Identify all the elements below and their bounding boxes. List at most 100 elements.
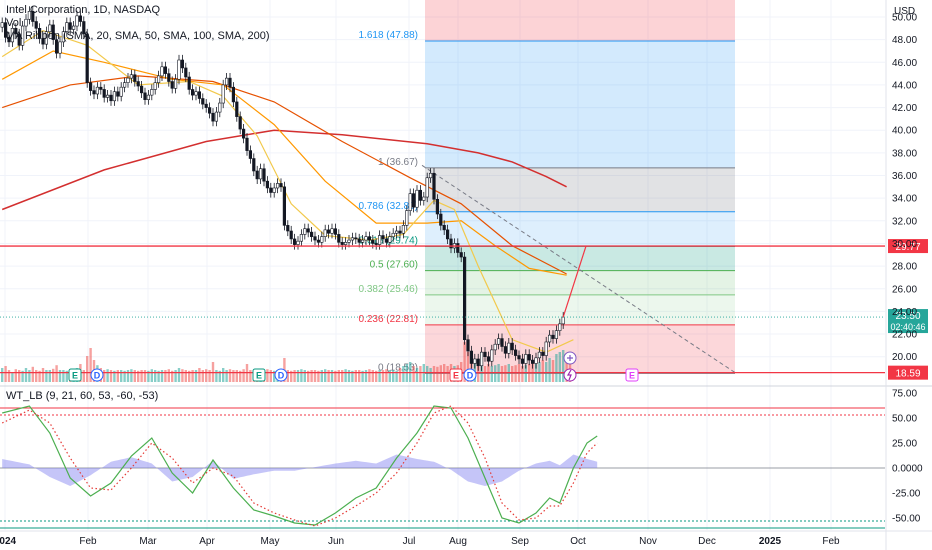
fib-zone [425, 40, 735, 168]
fib-zone [425, 211, 735, 247]
candle-body [187, 76, 191, 90]
candle-body [58, 41, 62, 54]
volume-bar [300, 369, 303, 382]
currency-label[interactable]: USD [894, 6, 916, 17]
fib-level-label[interactable]: 1.618 (47.88) [359, 30, 419, 41]
earnings-marker[interactable] [252, 368, 266, 382]
volume-bar [18, 370, 21, 382]
volume-bar [368, 369, 371, 382]
candle-body [201, 98, 205, 105]
volume-bar [463, 342, 466, 382]
volume-bar [41, 368, 45, 382]
fib-level-label[interactable]: 0.5 (27.60) [370, 260, 418, 271]
volume-bar [55, 365, 58, 382]
candle-body [360, 239, 365, 243]
fib-level-label[interactable]: 0.786 (32.80) [359, 201, 419, 212]
candle-body [14, 28, 18, 35]
candle-body [150, 89, 154, 96]
volume-bar [514, 365, 517, 382]
osc-tick-label: -25.00 [892, 489, 921, 500]
volume-bar [1, 368, 4, 382]
volume-bar [52, 368, 55, 382]
candle-body [445, 229, 450, 240]
volume-bar [116, 370, 119, 382]
volume-bar [269, 370, 272, 382]
volume-bar [483, 366, 487, 382]
candle-body [388, 236, 392, 243]
earnings-marker[interactable] [449, 368, 463, 382]
volume-legend[interactable]: Vol [6, 17, 22, 29]
y-tick-label: 40.00 [892, 126, 917, 137]
volume-bar [225, 370, 228, 382]
candle-body [367, 236, 372, 241]
volume-bar [310, 370, 313, 382]
volume-bar [82, 370, 85, 382]
ma-ribbon-legend[interactable]: MA Ribbon (SMA, 20, SMA, 50, SMA, 100, S… [6, 30, 270, 42]
dividend-marker[interactable] [90, 368, 104, 382]
volume-bar [194, 370, 198, 382]
level-price-badge[interactable] [888, 239, 928, 254]
earnings-marker[interactable] [68, 368, 82, 382]
fib-level-label[interactable]: 0 (18.53) [378, 362, 418, 373]
fib-level-label[interactable]: 1 (36.67) [378, 157, 418, 168]
volume-bar [14, 369, 17, 382]
oscillator-pane[interactable] [0, 385, 932, 529]
osc-tick-label: -50.00 [892, 514, 921, 525]
y-tick-label: 30.00 [892, 239, 917, 250]
wt1-line [2, 405, 598, 526]
candle-body [160, 66, 164, 77]
level-price-label: 18.59 [895, 369, 920, 380]
x-tick-label: Mar [139, 536, 157, 547]
fib-retracement-drawing[interactable]: 1.618 (47.88)1 (36.67)0.786 (32.80)0.618… [359, 0, 736, 374]
volume-bar [466, 352, 470, 382]
volume-bar [143, 370, 147, 382]
volume-bar [35, 370, 38, 382]
candle-body [153, 82, 157, 90]
candle-body [218, 102, 222, 113]
dividend-marker[interactable] [274, 368, 288, 382]
volume-bar [531, 362, 534, 382]
candle-body [513, 349, 518, 356]
volume-bar [358, 370, 361, 382]
candle-body [350, 237, 355, 241]
volume-bar [232, 370, 235, 382]
y-tick-label: 50.00 [892, 12, 917, 23]
candle-body [248, 150, 253, 159]
volume-bar [432, 366, 436, 382]
oscillator-legend[interactable]: WT_LB (9, 21, 60, 53, -60, -53) [6, 390, 159, 402]
candle-body [289, 230, 293, 240]
candle-body [262, 168, 266, 182]
volume-bar [191, 370, 194, 382]
y-tick-label: 28.00 [892, 262, 917, 273]
volume-bar [500, 366, 504, 382]
candle-body [34, 21, 38, 29]
event-marker-label: E [629, 371, 635, 381]
volume-bar [521, 366, 524, 382]
last-price-badge[interactable] [888, 309, 928, 334]
candle-body [177, 59, 181, 80]
earnings-marker[interactable] [625, 368, 639, 382]
candle-body [469, 350, 474, 364]
dividend-marker[interactable] [463, 368, 477, 382]
level-price-badge[interactable] [888, 365, 928, 380]
candle-body [245, 137, 249, 151]
fib-level-label[interactable]: 0.236 (22.81) [359, 314, 419, 325]
fib-level-label[interactable]: 0.382 (25.46) [359, 284, 419, 295]
candle-body [551, 334, 555, 339]
volume-bar [171, 370, 174, 382]
candle-body [78, 15, 82, 22]
volume-bar [494, 365, 497, 382]
x-tick-label: Apr [199, 536, 215, 547]
candle-body [394, 230, 399, 234]
candle-body [316, 239, 321, 243]
candle-body [275, 183, 280, 189]
candle-body [72, 25, 76, 30]
y-tick-label: 20.00 [892, 352, 917, 363]
candle-body [7, 37, 11, 43]
volume-bar [120, 370, 123, 382]
volume-bar [344, 369, 347, 382]
chart-title[interactable]: Intel Corporation, 1D, NASDAQ [6, 4, 161, 16]
